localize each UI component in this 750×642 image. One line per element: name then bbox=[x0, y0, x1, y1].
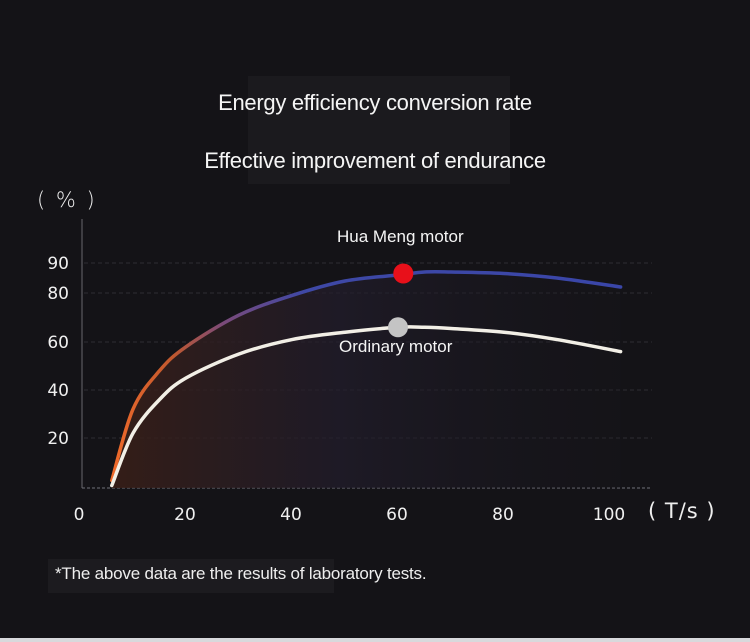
x-tick-label: 100 bbox=[593, 505, 625, 525]
y-tick-label: 90 bbox=[47, 254, 69, 274]
bottom-edge bbox=[0, 638, 750, 642]
y-tick-label: 40 bbox=[47, 381, 69, 401]
x-tick-label: 40 bbox=[280, 505, 302, 525]
x-tick-label: 0 bbox=[74, 505, 85, 525]
y-tick-label: 80 bbox=[47, 284, 69, 304]
y-axis-label: ( % ) bbox=[37, 188, 97, 212]
x-tick-label: 60 bbox=[386, 505, 408, 525]
marker-hua-meng bbox=[393, 263, 414, 284]
chart-subtitle: Effective improvement of endurance bbox=[204, 148, 546, 173]
axis-ticks: 20 40 60 80 90 0 20 40 60 80 100 bbox=[47, 254, 625, 525]
y-tick-label: 60 bbox=[47, 333, 69, 353]
chart-title: Energy efficiency conversion rate bbox=[218, 90, 532, 115]
series-label-ordinary: Ordinary motor bbox=[339, 337, 453, 356]
x-tick-label: 20 bbox=[174, 505, 196, 525]
x-axis-label: ( T/s ) bbox=[648, 499, 716, 523]
series-line-hua-meng bbox=[110, 269, 623, 483]
series-label-hua-meng: Hua Meng motor bbox=[337, 227, 464, 246]
footnote-backdrop bbox=[48, 559, 334, 593]
series-line-ordinary bbox=[110, 325, 623, 488]
y-tick-label: 20 bbox=[47, 429, 69, 449]
area-under-curve bbox=[111, 271, 621, 488]
x-tick-label: 80 bbox=[492, 505, 514, 525]
marker-ordinary bbox=[388, 317, 408, 338]
title-backdrop bbox=[248, 76, 510, 184]
footnote: *The above data are the results of labor… bbox=[55, 564, 427, 583]
